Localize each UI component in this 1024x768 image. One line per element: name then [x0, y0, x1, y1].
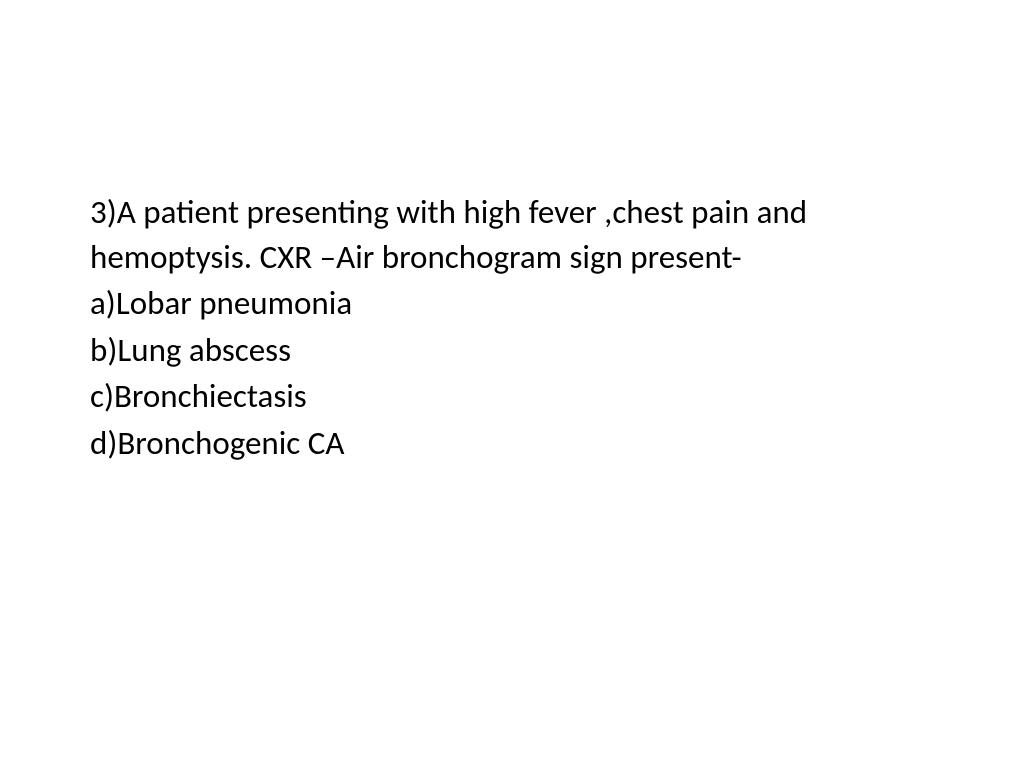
- option-label: d): [90, 423, 117, 463]
- option-b: b)Lung abscess: [90, 328, 934, 373]
- option-label: b): [90, 330, 117, 370]
- question-number: 3): [90, 192, 117, 232]
- option-text: Lobar pneumonia: [116, 283, 352, 323]
- option-c: c)Bronchiectasis: [90, 374, 934, 419]
- option-text: Lung abscess: [117, 330, 291, 370]
- option-label: a): [90, 283, 116, 323]
- option-text: Bronchiectasis: [114, 376, 307, 416]
- option-label: c): [90, 376, 114, 416]
- option-d: d)Bronchogenic CA: [90, 421, 934, 466]
- question-stem: 3)A patient presenting with high fever ,…: [90, 190, 934, 279]
- question-block: 3)A patient presenting with high fever ,…: [90, 190, 934, 465]
- option-text: Bronchogenic CA: [117, 423, 344, 463]
- question-text: A patient presenting with high fever ,ch…: [90, 192, 807, 277]
- option-a: a)Lobar pneumonia: [90, 281, 934, 326]
